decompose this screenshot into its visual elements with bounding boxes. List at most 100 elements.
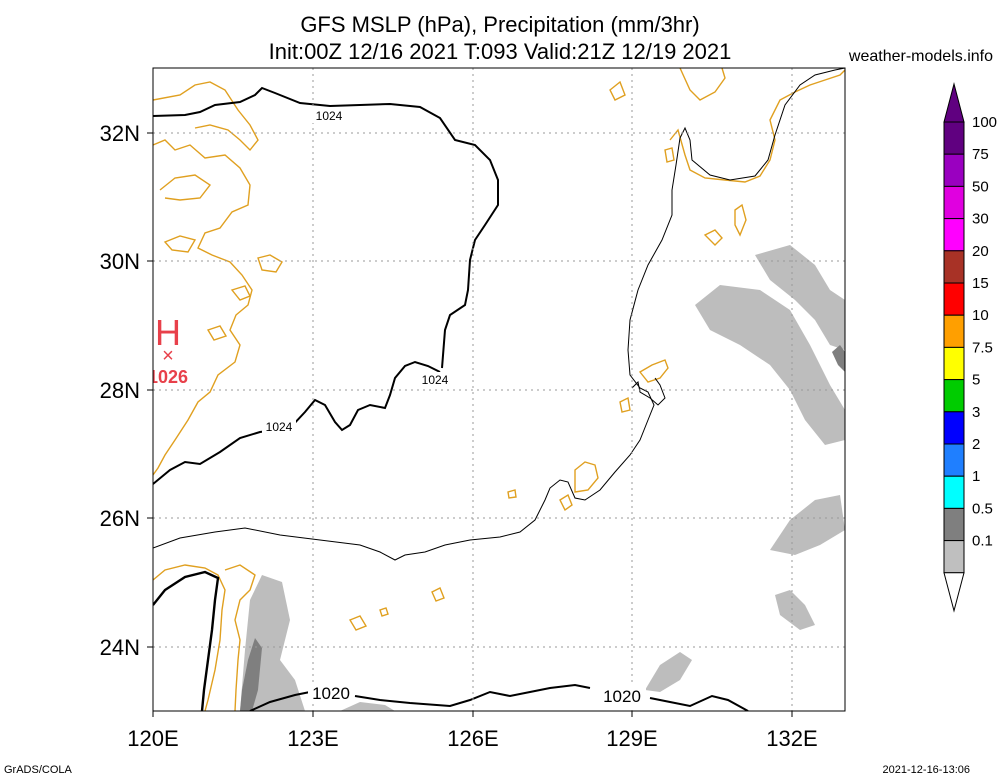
legend-swatch [943,153,965,187]
isobar-thin [631,377,666,406]
legend-swatch [943,185,965,220]
coastline [348,615,368,631]
precip-area [340,702,395,711]
isobar-labels: 1024 1024 1024 1020 1020 [262,108,646,706]
legend-swatch [943,218,965,252]
precipitation-shading [240,245,845,711]
legend-swatch [943,443,965,477]
lat-label: 32N [100,121,140,146]
legend-label: 7.5 [972,339,993,356]
legend-arrow-top [943,82,965,123]
map-title-line1: GFS MSLP (hPa), Precipitation (mm/3hr) [300,12,699,37]
coastline [379,607,389,617]
coastline [669,69,845,183]
precip-area [755,245,845,350]
graticule [153,68,845,711]
coastline [679,68,726,101]
coastline [153,139,253,476]
coastlines [153,68,845,711]
coastline [257,254,283,273]
legend-swatch [943,379,965,413]
lon-label: 132E [766,726,817,751]
lon-label: 129E [606,726,657,751]
longitude-labels: 120E 123E 126E 129E 132E [127,726,817,751]
high-pressure-center: H × 1026 [148,312,188,387]
legend-label: 100 [972,114,997,131]
lat-label: 28N [100,378,140,403]
isobar-label: 1024 [422,373,449,387]
high-symbol: H [155,312,181,353]
isobar-1020 [649,694,749,711]
isobars [153,68,845,711]
coastline [574,461,599,493]
legend-swatch [943,250,965,284]
legend-arrow-bottom [943,572,965,613]
coastline [163,235,197,253]
legend-label: 3 [972,404,980,421]
coastline [664,147,675,163]
precip-area [695,285,845,445]
legend-label: 15 [972,275,989,292]
precipitation-legend: 100 75 50 30 20 15 10 7.5 5 3 2 1 0.5 0.1 [943,82,997,613]
coastline [734,203,747,237]
high-pressure-value: 1026 [148,367,188,387]
footer-timestamp: 2021-12-16-13:06 [883,764,970,776]
legend-label: 1 [972,468,980,485]
map-title-line2: Init:00Z 12/16 2021 T:093 Valid:21Z 12/1… [269,39,732,64]
legend-swatch [943,121,965,155]
isobar-1020 [354,683,591,708]
isobar-label: 1024 [266,420,293,434]
coastline [230,285,251,301]
legend-swatch [943,507,965,542]
latitude-labels: 32N 30N 28N 26N 24N [100,121,140,660]
legend-label: 75 [972,146,989,163]
precip-area [832,345,845,372]
legend-swatch [943,540,965,574]
lat-label: 24N [100,635,140,660]
legend-label: 0.1 [972,533,993,550]
legend-swatch [943,282,965,316]
coastline [153,564,226,711]
precip-area [240,638,262,711]
isobar-1020 [249,691,311,711]
precip-area [775,590,815,630]
lon-label: 126E [447,726,498,751]
source-site: weather-models.info [848,48,993,65]
legend-label: 10 [972,307,989,324]
coastline [224,564,256,711]
legend-label: 50 [972,178,989,195]
isobar-thin [153,68,845,561]
map-panel: 1024 1024 1024 1020 1020 H × 1026 [100,67,846,751]
legend-label: 2 [972,436,980,453]
precip-area [645,652,692,692]
coastline [559,493,573,512]
footer-software: GrADS/COLA [4,764,73,776]
lat-label: 26N [100,506,140,531]
high-marker: × [162,345,174,367]
legend-swatch [943,314,965,348]
coastline [431,587,445,602]
lat-label: 30N [100,249,140,274]
legend-swatch [943,346,965,381]
coastline [507,489,517,499]
coastline [206,325,228,341]
isobar-label: 1024 [316,109,343,123]
coastline [159,174,212,201]
legend-swatch [943,411,965,445]
lon-label: 120E [127,726,178,751]
axis-ticks [147,132,793,717]
legend-label: 20 [972,243,989,260]
coastline [638,359,669,383]
isobar-1024 [153,86,499,369]
coastline [609,80,626,101]
lon-label: 123E [287,726,338,751]
isobar-label: 1020 [603,687,641,706]
legend-swatch [943,475,965,509]
legend-label: 5 [972,372,980,389]
isobar-1024 [153,360,441,485]
legend-label: 30 [972,211,989,228]
isobar-label: 1020 [312,684,350,703]
coastline [153,81,259,152]
precip-area [770,495,845,555]
